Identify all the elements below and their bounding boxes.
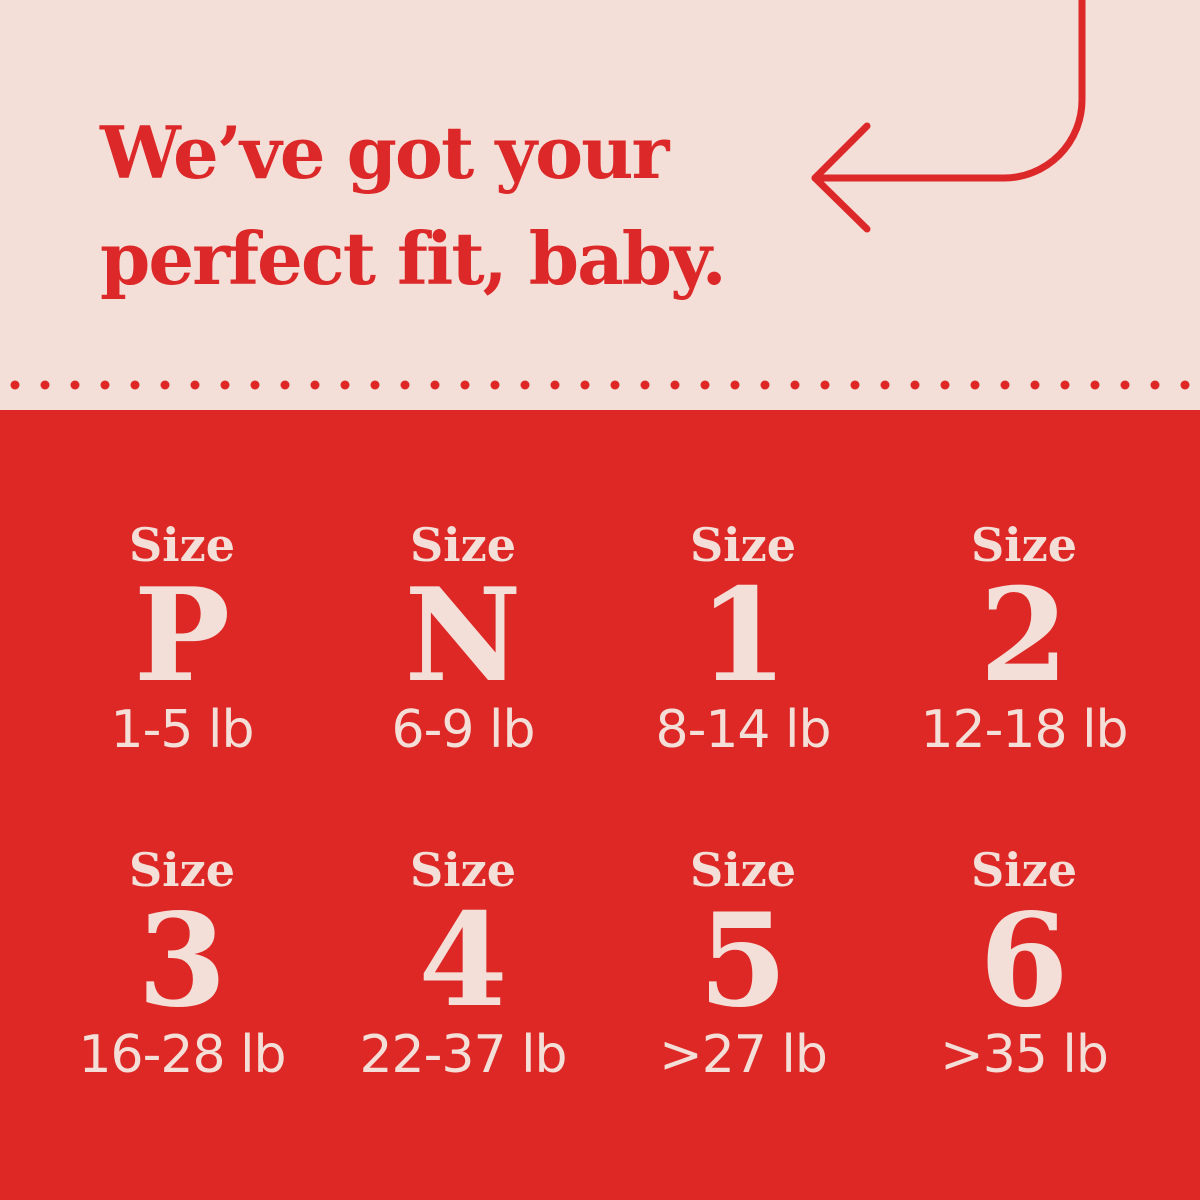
curved-left-arrow-icon	[811, 0, 1086, 233]
divider-dot	[700, 380, 710, 390]
divider-dot	[970, 380, 980, 390]
divider-dot	[1000, 380, 1010, 390]
size-card-4: Size 4 22-37 lb	[323, 845, 603, 1083]
divider-dot	[280, 380, 290, 390]
size-card-5: Size 5 >27 lb	[603, 845, 883, 1083]
size-card-1: Size 1 8-14 lb	[603, 520, 883, 758]
divider-dot	[490, 380, 500, 390]
size-card-2: Size 2 12-18 lb	[884, 520, 1164, 758]
divider-dot	[910, 380, 920, 390]
divider-dot	[610, 380, 620, 390]
size-code: N	[404, 561, 522, 711]
divider-dot	[1090, 380, 1100, 390]
headline: We’ve got your perfect fit, baby.	[100, 100, 727, 312]
size-label: Size	[689, 518, 797, 572]
size-card-3: Size 3 16-28 lb	[42, 845, 322, 1083]
size-code: 1	[698, 561, 788, 711]
divider-dot	[850, 380, 860, 390]
size-card-n: Size N 6-9 lb	[323, 520, 603, 758]
divider-dot	[10, 380, 20, 390]
size-code: 4	[418, 886, 508, 1036]
divider-dot	[340, 380, 350, 390]
divider-dot	[370, 380, 380, 390]
divider-dot	[1060, 380, 1070, 390]
divider-dot	[40, 380, 50, 390]
divider-dot	[820, 380, 830, 390]
size-label: Size	[128, 843, 236, 897]
divider-dot	[430, 380, 440, 390]
size-label: Size	[409, 843, 517, 897]
size-label: Size	[970, 843, 1078, 897]
headline-line-1: We’ve got your	[100, 110, 669, 195]
divider-dot	[400, 380, 410, 390]
divider-dot	[730, 380, 740, 390]
size-code: 6	[979, 886, 1069, 1036]
divider-dot	[670, 380, 680, 390]
divider-dot	[1120, 380, 1130, 390]
divider-dot	[1180, 380, 1190, 390]
size-card-6: Size 6 >35 lb	[884, 845, 1164, 1083]
divider-dot	[1030, 380, 1040, 390]
divider-dot	[790, 380, 800, 390]
weight-range: 8-14 lb	[655, 700, 832, 760]
dotted-divider	[10, 380, 1190, 390]
divider-dot	[880, 380, 890, 390]
divider-dot	[550, 380, 560, 390]
divider-dot	[580, 380, 590, 390]
size-code: P	[133, 561, 231, 711]
weight-range: >27 lb	[659, 1025, 828, 1085]
size-label: Size	[409, 518, 517, 572]
divider-dot	[1150, 380, 1160, 390]
divider-dot	[640, 380, 650, 390]
divider-dot	[940, 380, 950, 390]
size-label: Size	[128, 518, 236, 572]
divider-dot	[160, 380, 170, 390]
divider-dot	[220, 380, 230, 390]
weight-range: 12-18 lb	[920, 700, 1128, 760]
divider-dot	[190, 380, 200, 390]
divider-dot	[460, 380, 470, 390]
size-chart-panel: Size P 1-5 lb Size N 6-9 lb Size 1 8-14 …	[0, 410, 1200, 1200]
divider-dot	[520, 380, 530, 390]
weight-range: 6-9 lb	[391, 700, 536, 760]
weight-range: 1-5 lb	[110, 700, 255, 760]
header-panel: We’ve got your perfect fit, baby.	[0, 0, 1200, 410]
size-code: 2	[979, 561, 1069, 711]
headline-line-2: perfect fit, baby.	[100, 216, 727, 301]
divider-dot	[250, 380, 260, 390]
weight-range: 16-28 lb	[78, 1025, 286, 1085]
divider-dot	[760, 380, 770, 390]
weight-range: >35 lb	[940, 1025, 1109, 1085]
size-code: 3	[137, 886, 227, 1036]
divider-dot	[70, 380, 80, 390]
divider-dot	[100, 380, 110, 390]
divider-dot	[130, 380, 140, 390]
size-code: 5	[698, 886, 788, 1036]
weight-range: 22-37 lb	[359, 1025, 567, 1085]
size-card-p: Size P 1-5 lb	[42, 520, 322, 758]
size-label: Size	[970, 518, 1078, 572]
divider-dot	[310, 380, 320, 390]
size-label: Size	[689, 843, 797, 897]
